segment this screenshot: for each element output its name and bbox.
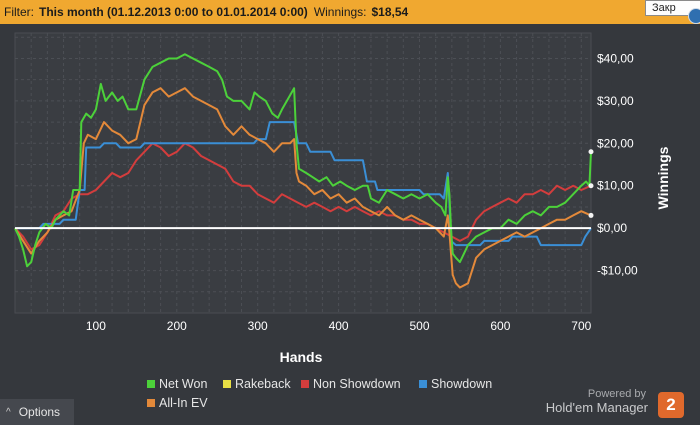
close-tooltip: Закр	[645, 0, 700, 16]
filter-bar: Filter: This month (01.12.2013 0:00 to 0…	[0, 0, 700, 24]
chevron-up-icon: ^	[6, 406, 11, 418]
filter-label: Filter:	[4, 5, 34, 19]
legend-swatch	[419, 380, 427, 388]
x-tick-labels: 100 200 300 400 500 600 700	[86, 319, 592, 333]
series-layer	[14, 53, 592, 289]
hm2-logo-icon: 2	[658, 392, 684, 418]
y-tick-label: $40,00	[597, 51, 634, 65]
series-end-marker	[588, 212, 594, 218]
legend-swatch	[223, 380, 231, 388]
product-name: Hold'em Manager	[545, 400, 648, 415]
options-button[interactable]: ^ Options	[0, 399, 74, 425]
y-tick-label: $10,00	[597, 179, 634, 193]
end-points	[588, 149, 594, 218]
series-line-all-in-ev	[14, 87, 592, 289]
legend-swatch	[147, 380, 155, 388]
series-line-non-showdown	[14, 142, 592, 251]
y-tick-label: $30,00	[597, 94, 634, 108]
y-tick-label: -$10,00	[597, 264, 638, 278]
info-icon[interactable]	[688, 8, 700, 24]
y-axis-label: Winnings	[655, 146, 671, 209]
filter-period: This month (01.12.2013 0:00 to 01.01.201…	[39, 5, 308, 19]
x-tick-label: 400	[329, 319, 349, 333]
legend-label: All-In EV	[159, 396, 208, 410]
series-end-marker	[588, 183, 594, 189]
series-end-marker	[588, 149, 594, 155]
x-tick-label: 700	[571, 319, 591, 333]
legend-swatch	[147, 399, 155, 407]
legend-label: Non Showdown	[313, 377, 401, 391]
x-tick-label: 500	[409, 319, 429, 333]
legend-label: Net Won	[159, 377, 207, 391]
x-tick-label: 100	[86, 319, 106, 333]
legend: Net Won Rakeback Non Showdown Showdown All-I…	[147, 377, 492, 410]
options-label: Options	[18, 405, 61, 419]
legend-swatch	[301, 380, 309, 388]
y-tick-label: $20,00	[597, 136, 634, 150]
powered-by-text: Powered by	[587, 388, 646, 400]
x-tick-label: 600	[490, 319, 510, 333]
y-tick-labels: -$10,00 $0,00 $10,00 $20,00 $30,00 $40,00	[597, 51, 638, 277]
x-tick-label: 200	[167, 319, 187, 333]
legend-label: Rakeback	[235, 377, 291, 391]
winnings-value: $18,54	[371, 5, 409, 19]
winnings-label: Winnings:	[313, 5, 367, 19]
x-axis-label: Hands	[280, 349, 323, 365]
series-line-net-won	[14, 53, 592, 268]
legend-label: Showdown	[431, 377, 492, 391]
series-line-showdown	[15, 121, 592, 247]
y-tick-label: $0,00	[597, 221, 627, 235]
x-tick-label: 300	[248, 319, 268, 333]
